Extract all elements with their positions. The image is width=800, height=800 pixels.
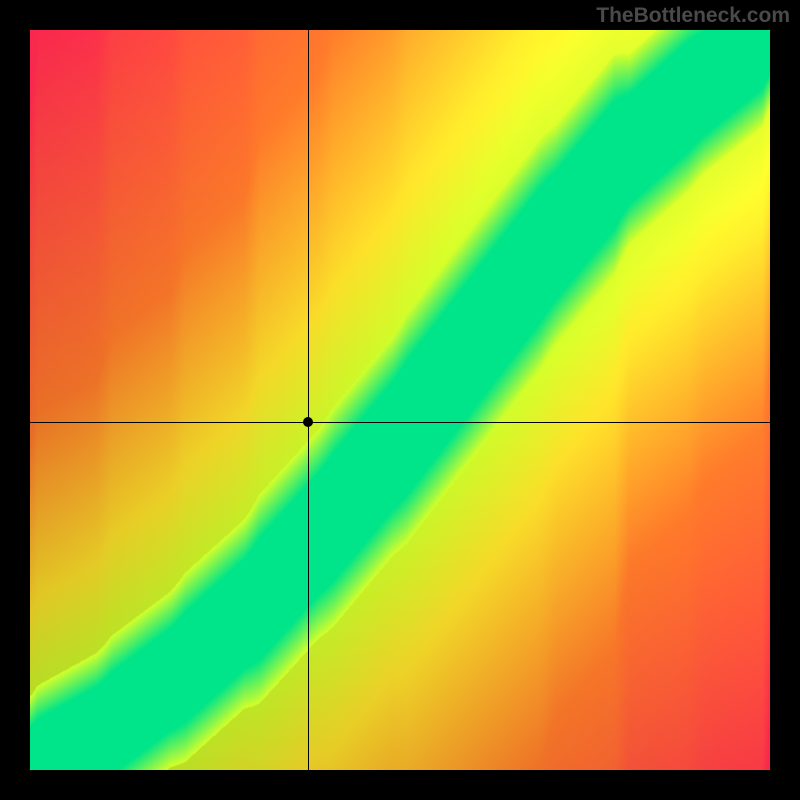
crosshair-horizontal [30, 422, 770, 423]
chart-container: TheBottleneck.com [0, 0, 800, 800]
heatmap-plot [30, 30, 770, 770]
crosshair-vertical [308, 30, 309, 770]
watermark-text: TheBottleneck.com [596, 4, 790, 28]
marker-dot [303, 417, 313, 427]
heatmap-canvas [30, 30, 770, 770]
